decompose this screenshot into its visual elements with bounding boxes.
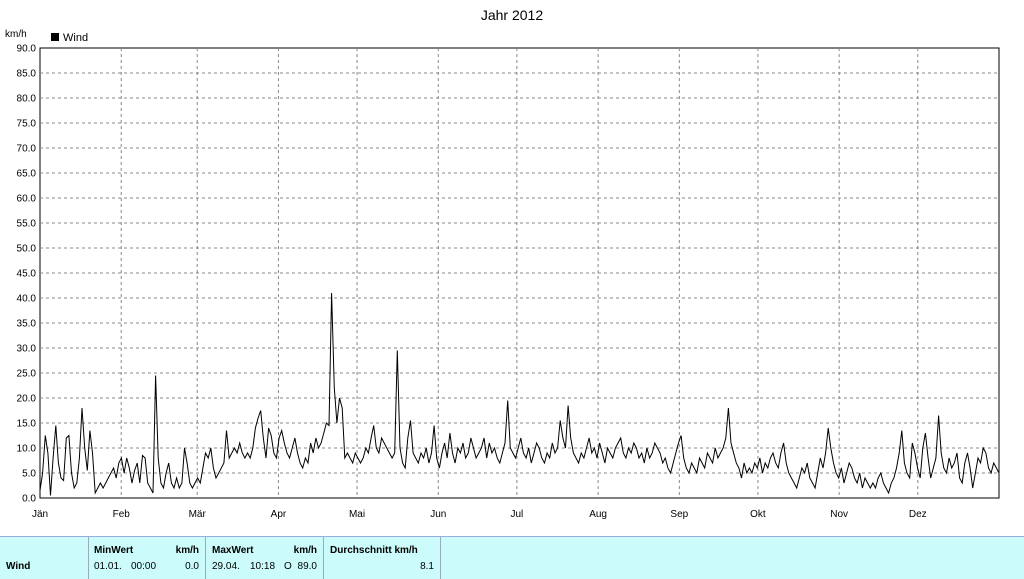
y-tick-labels: 0.0 5.0 10.0 15.0 20.0 25.0 30.0 35.0 40.0 45.0 50… [17,44,37,505]
x-tick-label: Sep [670,509,688,520]
y-tick-label: 15.0 [17,419,37,430]
max-unit: km/h [293,545,317,556]
avg-cell: Durchschnitt km/h 8.1 [324,537,441,579]
min-unit: km/h [175,545,199,556]
x-gridlines [120,48,919,498]
x-tick-label: Apr [271,509,287,520]
max-date: 29.04. [212,561,240,572]
min-value: 0.0 [185,561,199,572]
stats-row-label-cell: Wind [0,537,89,579]
x-tick-label: Jul [510,509,523,520]
y-tick-label: 70.0 [17,144,37,155]
max-direction: O [284,561,292,572]
y-tick-label: 65.0 [17,169,37,180]
y-tick-label: 75.0 [17,119,37,130]
x-tick-label: Aug [589,509,607,520]
max-cell: MaxWert km/h 29.04. 10:18 O 89.0 [206,537,324,579]
chart-title: Jahr 2012 [481,7,543,23]
y-axis-unit-label: km/h [5,29,27,40]
y-tick-label: 30.0 [17,344,37,355]
x-tick-label: Jun [430,509,446,520]
y-tick-label: 5.0 [22,469,36,480]
y-tick-label: 0.0 [22,494,36,505]
y-tick-label: 85.0 [17,69,37,80]
y-tick-label: 25.0 [17,369,37,380]
plot-area [39,47,1000,499]
avg-value: 8.1 [420,561,434,572]
max-time: 10:18 [250,561,276,572]
max-header: MaxWert [212,545,254,556]
x-tick-label: Dez [909,509,927,520]
min-header: MinWert [94,545,134,556]
x-tick-label: Mär [189,509,207,520]
x-tick-label: Mai [349,509,365,520]
x-tick-label: Jän [32,509,48,520]
y-tick-label: 10.0 [17,444,37,455]
wind-series-line [39,292,1000,496]
min-date: 01.01. [94,561,122,572]
y-tick-label: 55.0 [17,219,37,230]
max-value: 89.0 [297,561,317,572]
min-time: 00:00 [131,561,157,572]
y-tick-label: 45.0 [17,269,37,280]
wind-chart: Jahr 2012 km/h Wind 0.0 5.0 10.0 15.0 20.0 25… [5,7,1000,520]
x-tick-label: Feb [113,509,131,520]
y-tick-label: 20.0 [17,394,37,405]
stats-row-label: Wind [6,561,31,572]
legend-swatch [51,33,59,41]
avg-header: Durchschnitt km/h [330,545,418,556]
y-tick-label: 40.0 [17,294,37,305]
y-tick-label: 90.0 [17,44,37,55]
y-tick-label: 50.0 [17,244,37,255]
y-tick-label: 60.0 [17,194,37,205]
y-tick-label: 80.0 [17,94,37,105]
y-tick-label: 35.0 [17,319,37,330]
x-tick-labels: Jän Feb Mär Apr Mai Jun Jul Aug Sep Okt Nov Dez [32,509,927,520]
x-tick-label: Nov [830,509,848,520]
legend-label: Wind [63,32,88,44]
min-cell: MinWert km/h 01.01. 00:00 0.0 [89,537,206,579]
stats-panel: Wind MinWert km/h 01.01. 00:00 0.0 MaxWe… [0,536,1024,579]
x-tick-label: Okt [750,509,766,520]
